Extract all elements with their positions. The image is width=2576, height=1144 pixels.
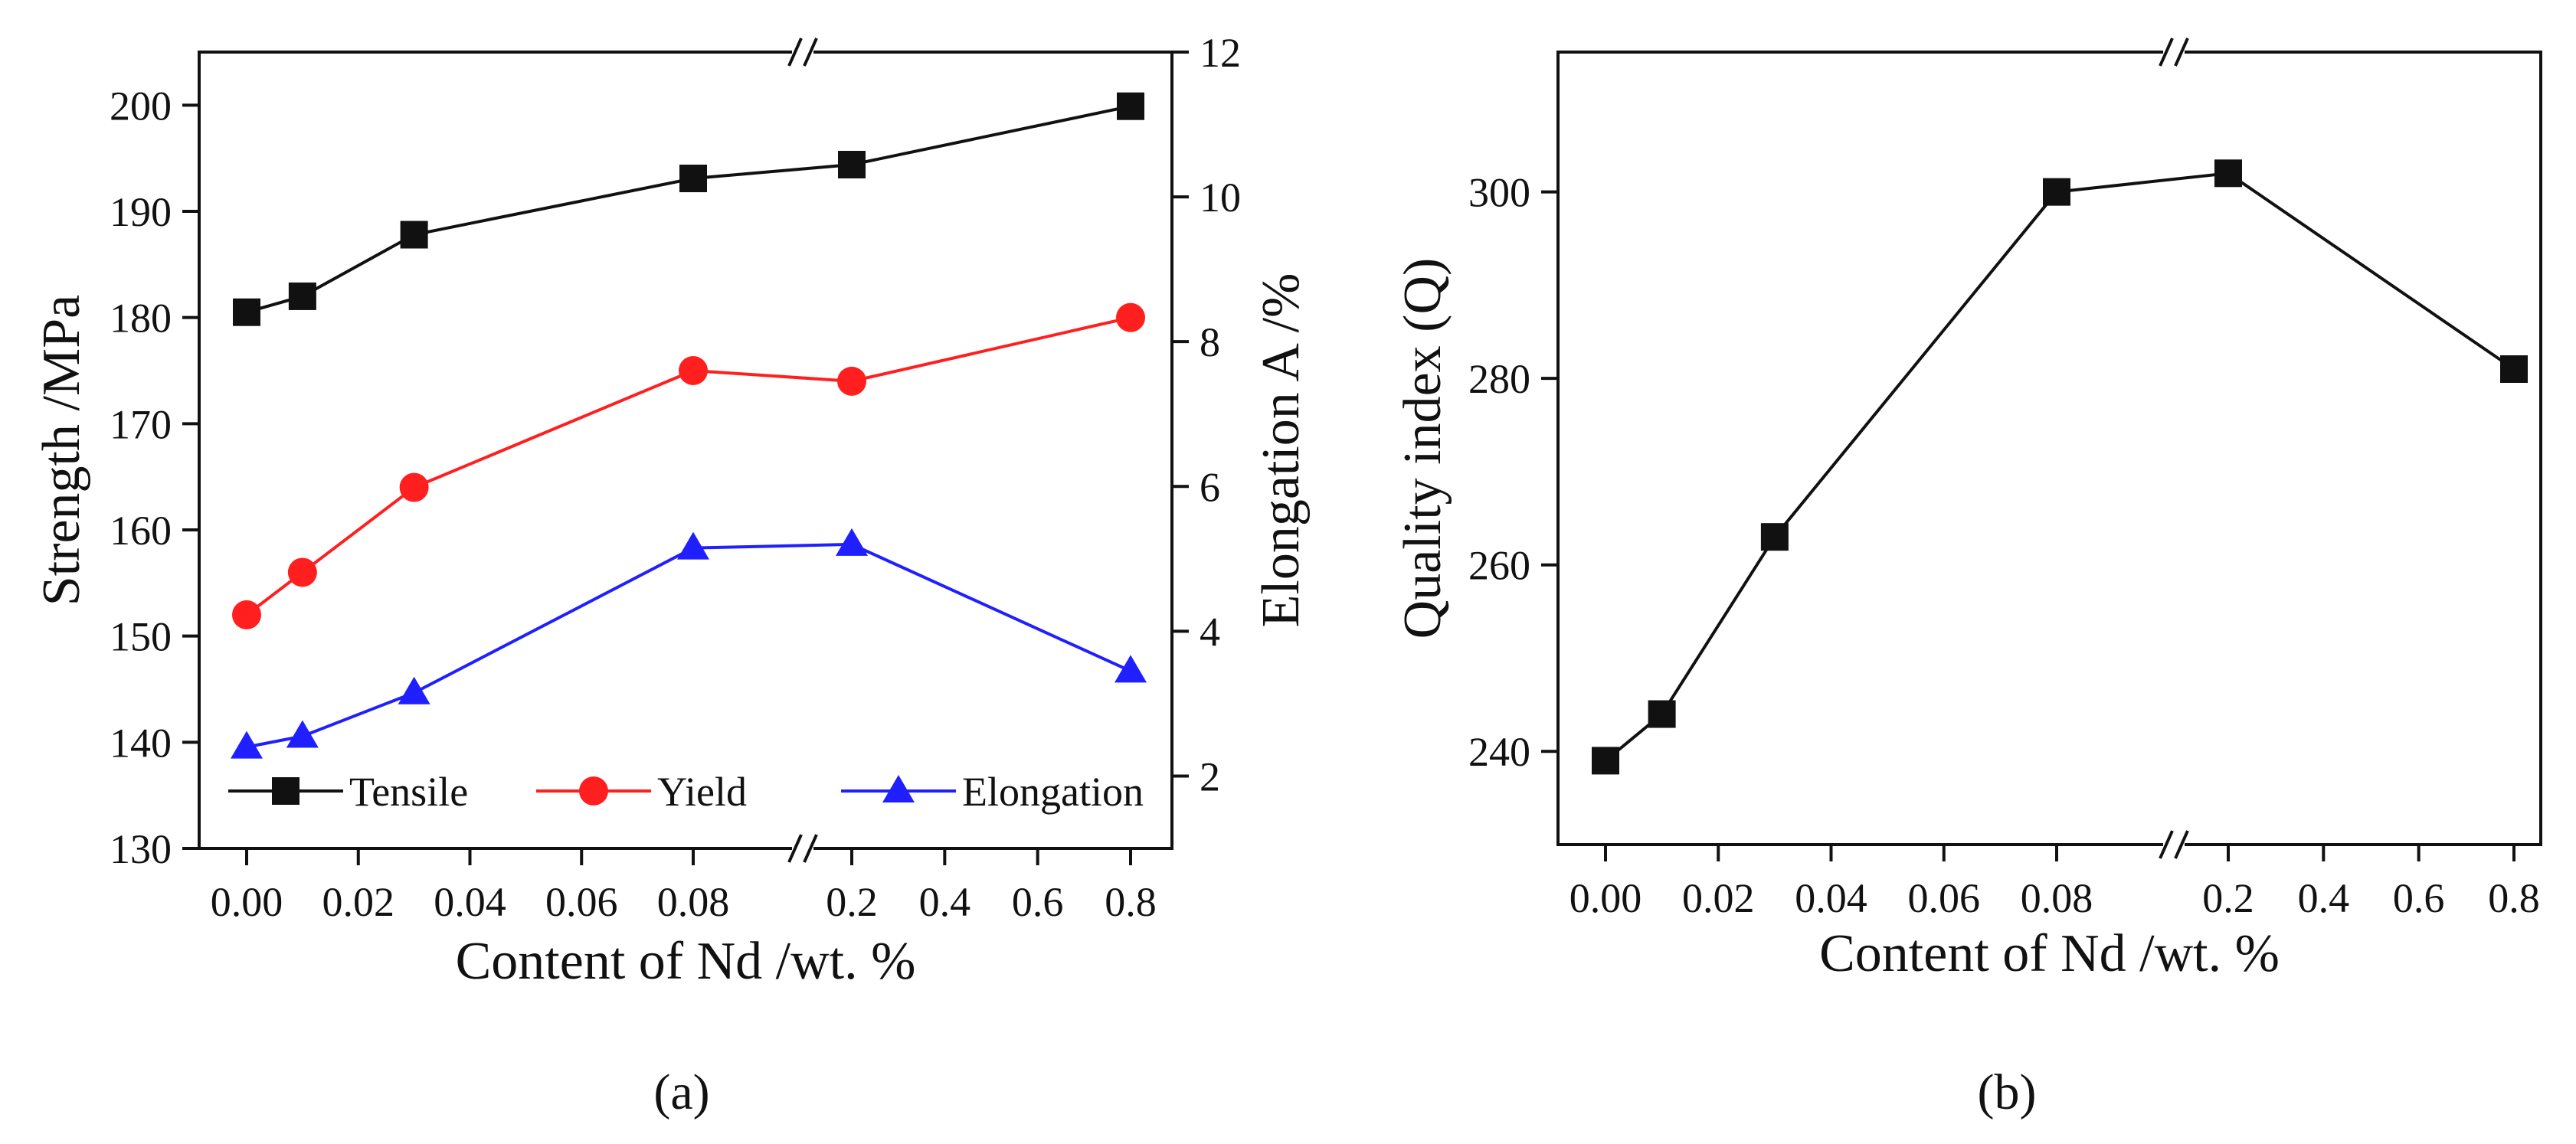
panel-a-axis-break-mark-bottom-1 bbox=[803, 834, 818, 863]
panel-a-tensile-point bbox=[1117, 92, 1144, 120]
panel-a-y-right-tick-label: 8 bbox=[1200, 319, 1220, 365]
panel-b-quality-index-point bbox=[2500, 355, 2528, 383]
panel-b-y-tick-label: 300 bbox=[1468, 170, 1530, 216]
panel-a-elongation-line bbox=[246, 542, 1131, 749]
panel-a-elongation-point bbox=[836, 528, 868, 556]
panel-a-tensile-line bbox=[246, 104, 1131, 314]
panel-a-tensile-point bbox=[400, 221, 428, 249]
panel-b-x-tick-label: 0.00 bbox=[1569, 875, 1642, 921]
panel-a-plot-frame bbox=[198, 51, 1173, 850]
panel-a-y-right-tick-label: 4 bbox=[1200, 609, 1220, 655]
panel-a-elongation-point bbox=[286, 720, 319, 748]
panel-a-chart: 130 140 150 160 170 180 190 200 2 4 6 8 10 12 0.00 0.02… bbox=[32, 30, 1311, 1120]
panel-b-x-tick-label: 0.8 bbox=[2488, 875, 2540, 921]
panel-a-y-left-axis-title: Strength /MPa bbox=[32, 295, 91, 606]
panel-a-x-axis-title: Content of Nd /wt. % bbox=[456, 932, 916, 991]
panel-b-x-axis-title: Content of Nd /wt. % bbox=[1819, 924, 2280, 983]
panel-b-quality-index-line bbox=[1604, 172, 2515, 762]
panel-a-x-tick-label: 0.2 bbox=[826, 879, 878, 925]
panel-a-x-tick-label: 0.8 bbox=[1105, 879, 1157, 925]
panel-a-yield-point bbox=[399, 472, 429, 502]
panel-a-y-left-tick-label: 190 bbox=[110, 189, 172, 235]
panel-a-elongation-point bbox=[1115, 655, 1147, 683]
panel-a-y-left-tick-label: 170 bbox=[110, 401, 172, 447]
panel-a-yield-point bbox=[679, 356, 708, 385]
panel-a-tensile-point bbox=[679, 165, 707, 193]
panel-a-elongation-point bbox=[231, 731, 263, 759]
panel-a-tensile-point bbox=[233, 298, 260, 326]
panel-b-quality-index-point bbox=[2043, 178, 2070, 206]
panel-a-tensile-point bbox=[288, 282, 316, 310]
panel-b-quality-index-point bbox=[1592, 747, 1619, 775]
panel-a-axis-break-mark-top-1 bbox=[803, 38, 818, 67]
panel-a-y-left-tick-label: 130 bbox=[110, 826, 172, 872]
panel-b-quality-index-point bbox=[1648, 700, 1676, 728]
panel-a-legend-tensile-label: Tensile bbox=[349, 769, 468, 815]
panel-b-axis-break-mark-bottom-0 bbox=[2159, 830, 2174, 859]
panel-b-axis-break-mark-top-1 bbox=[2174, 38, 2189, 67]
panel-b-x-tick-label: 0.4 bbox=[2298, 875, 2350, 921]
panel-a-yield-point bbox=[232, 600, 261, 629]
panel-b-axis-break-mark-top-0 bbox=[2159, 38, 2174, 67]
panel-a-caption: (a) bbox=[653, 1064, 709, 1120]
panel-a-x-tick-label: 0.04 bbox=[434, 879, 506, 925]
panel-a-tensile-point bbox=[838, 150, 866, 178]
panel-b-x-tick-label: 0.02 bbox=[1682, 875, 1755, 921]
panel-a-x-tick-label: 0.00 bbox=[211, 879, 283, 925]
panel-a-y-right-tick-label: 12 bbox=[1200, 30, 1241, 76]
panel-b-quality-index-point bbox=[1760, 523, 1789, 551]
panel-a-yield-point bbox=[837, 366, 866, 396]
panel-b-y-tick-label: 240 bbox=[1468, 729, 1530, 775]
panel-a-legend-elongation-marker bbox=[882, 775, 915, 802]
panel-a-y-right-tick-label: 2 bbox=[1200, 753, 1220, 799]
panel-b-quality-index-point bbox=[2214, 159, 2242, 188]
panel-a-x-tick-label: 0.4 bbox=[919, 879, 971, 925]
panel-a-axis-break-mark-bottom-0 bbox=[787, 834, 803, 863]
panel-a-x-tick-label: 0.02 bbox=[322, 879, 395, 925]
panel-a-y-left-tick-label: 140 bbox=[110, 720, 172, 766]
panel-a-elongation-point bbox=[398, 676, 430, 704]
panel-a-x-tick-label: 0.6 bbox=[1012, 879, 1064, 925]
panel-b-axis-break-mark-bottom-1 bbox=[2174, 830, 2189, 859]
panel-a-y-left-tick-label: 160 bbox=[110, 508, 172, 554]
panel-b-x-tick-label: 0.06 bbox=[1908, 875, 1981, 921]
panel-a-legend-tensile-marker bbox=[272, 777, 299, 805]
panel-a-y-left-tick-label: 180 bbox=[110, 296, 172, 342]
panel-b-caption: (b) bbox=[1978, 1064, 2037, 1120]
panel-a-y-left-tick-label: 200 bbox=[110, 83, 172, 129]
panel-a-y-right-axis-title: Elongation A /% bbox=[1252, 273, 1311, 628]
panel-b-x-tick-label: 0.2 bbox=[2202, 875, 2254, 921]
panel-a-y-left-tick-label: 150 bbox=[110, 614, 172, 660]
panel-a-x-tick-label: 0.08 bbox=[657, 879, 730, 925]
panel-b-chart: 240 260 280 300 0.00 0.02 0.04 0.06 0.08 0.2 0.4 0.… bbox=[1393, 38, 2542, 1120]
panel-a-yield-point bbox=[287, 557, 317, 587]
panel-b-plot-frame bbox=[1556, 51, 2542, 846]
panel-b-x-tick-label: 0.08 bbox=[2021, 875, 2093, 921]
panel-a-elongation-point bbox=[677, 531, 709, 560]
panel-a-axis-break-mark-top-0 bbox=[787, 38, 803, 67]
panel-a-legend-yield-label: Yield bbox=[657, 769, 747, 815]
panel-a-yield-point bbox=[1116, 302, 1145, 332]
panel-a-legend-elongation-label: Elongation bbox=[962, 769, 1144, 815]
panel-a-y-right-tick-label: 6 bbox=[1200, 464, 1220, 510]
panel-b-y-tick-label: 260 bbox=[1468, 543, 1530, 589]
panel-b-x-tick-label: 0.6 bbox=[2393, 875, 2445, 921]
panel-a-x-tick-label: 0.06 bbox=[545, 879, 618, 925]
panel-a-y-right-tick-label: 10 bbox=[1200, 175, 1241, 221]
panel-a-legend-yield-marker bbox=[579, 776, 608, 806]
panel-b-x-tick-label: 0.04 bbox=[1795, 875, 1867, 921]
panel-b-y-axis-title: Quality index (Q) bbox=[1393, 258, 1452, 639]
panel-b-y-tick-label: 280 bbox=[1468, 356, 1530, 402]
